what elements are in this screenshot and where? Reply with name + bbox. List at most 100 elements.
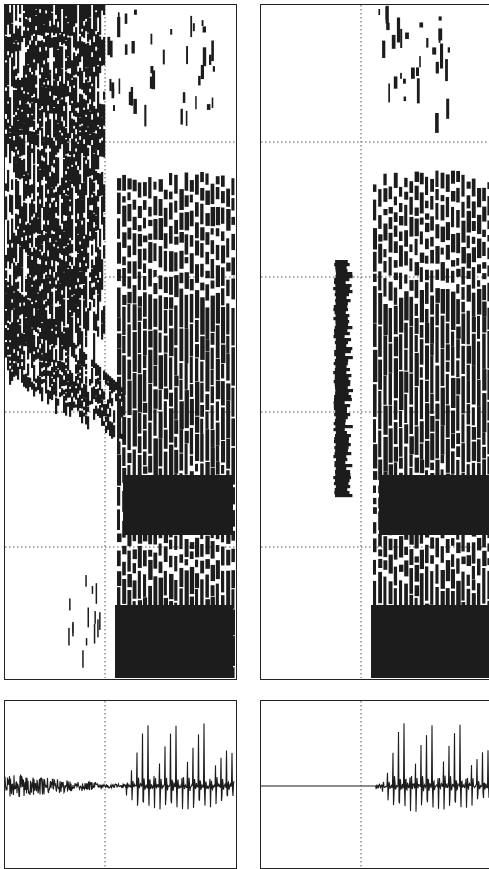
burst-mark [334,359,349,363]
noise-mark [79,67,82,89]
noise-mark [33,120,36,130]
voicing-mark [383,405,388,435]
noise-mark [59,225,62,235]
noise-mark [7,122,10,144]
voicing-mark [137,271,141,290]
burst-mark [335,302,348,306]
voicing-mark [210,206,215,227]
voicing-mark [404,371,409,393]
voicing-mark [210,585,215,597]
voicing-mark [137,545,142,568]
noise-mark [59,132,62,149]
noise-mark [87,5,90,33]
voicing-mark [221,344,226,364]
fleck-mark [94,611,96,624]
transition-mark [39,361,42,377]
transition-mark [59,374,62,389]
voicing-mark [445,588,450,616]
fleck-mark [403,78,406,84]
noise-mark [59,341,62,346]
burst-mark [333,404,351,408]
voicing-mark [210,564,215,582]
transition-mark [97,377,100,385]
transition-mark [31,312,34,328]
transition-mark [39,339,42,344]
noise-mark [75,257,78,286]
voicing-mark [195,174,199,195]
noise-mark [7,103,10,120]
voicing-mark [205,251,210,265]
voicing-mark [122,196,126,203]
burst-mark [335,416,348,420]
noise-mark [35,237,38,247]
voicing-mark [221,465,225,474]
burst-mark [333,476,351,480]
noise-mark [53,108,56,138]
voicing-mark [383,261,387,273]
transition-mark [41,362,44,369]
noise-mark [63,5,66,34]
noise-mark [75,141,78,149]
voicing-mark [477,288,482,315]
voicing-mark [393,225,398,237]
noise-mark [79,5,82,34]
noise-mark [15,265,18,280]
transition-mark [99,405,102,418]
voicing-mark [461,220,466,243]
transition-mark [13,363,16,377]
voicing-mark [200,544,204,557]
voicing-mark [388,373,392,405]
noise-mark [49,119,52,149]
voicing-mark [435,170,439,187]
voicing-mark [174,449,179,474]
voicing-mark [200,433,204,462]
voicing-mark [378,189,382,207]
voicing-mark [477,583,481,608]
noise-mark [5,196,8,220]
voicing-mark [399,245,403,267]
voicing-mark [200,203,204,225]
transition-mark [55,326,58,331]
voicing-mark [425,380,429,403]
voicing-mark [148,294,153,330]
noise-mark [71,5,74,36]
noise-mark [63,248,66,272]
burst-mark [334,278,350,282]
transition-mark [33,383,36,397]
noise-mark [53,200,56,232]
voicing-mark [378,459,383,481]
voicing-mark [419,217,424,225]
noise-mark [29,107,32,128]
transition-mark [17,291,20,295]
noise-mark [15,90,18,113]
voicing-mark [477,439,481,463]
noise-mark [83,260,86,284]
noise-mark [25,114,28,135]
voicing-mark [205,351,210,392]
voicing-mark [373,384,377,417]
burst-mark [335,479,350,483]
noise-mark [45,78,48,88]
noise-mark [7,220,10,245]
voicing-mark [445,174,450,192]
noise-mark [85,163,88,196]
voicing-mark [399,371,404,410]
voicing-mark [200,361,204,382]
noise-mark [69,265,72,288]
voicing-mark [451,569,455,589]
noise-mark [91,179,94,195]
noise-mark [79,287,82,299]
voicing-mark [221,207,225,224]
noise-mark [25,52,28,75]
voicing-mark [430,295,434,315]
noise-mark [57,280,60,302]
noise-mark [91,119,94,141]
noise-mark [97,66,100,89]
noise-mark [15,213,18,230]
transition-mark [27,335,30,349]
noise-mark [27,30,30,46]
noise-mark [83,217,86,237]
noise-mark [95,277,98,290]
voicing-mark [117,333,122,348]
voicing-mark [388,232,393,253]
